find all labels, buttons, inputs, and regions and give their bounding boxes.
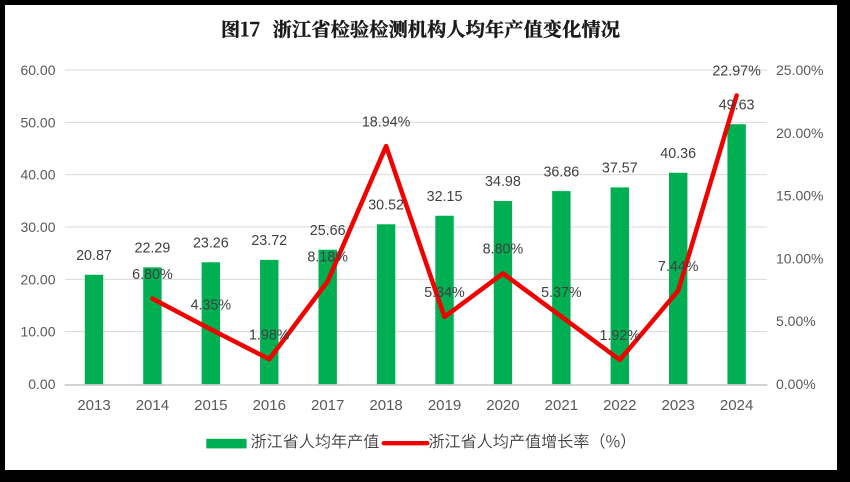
svg-text:2016: 2016 (253, 397, 286, 414)
svg-text:23.72: 23.72 (251, 233, 287, 249)
svg-text:2022: 2022 (603, 397, 636, 414)
svg-text:22.97%: 22.97% (712, 64, 761, 80)
svg-text:5.00%: 5.00% (776, 313, 816, 329)
svg-text:1.92%: 1.92% (600, 328, 641, 344)
svg-text:2024: 2024 (720, 397, 753, 414)
svg-text:20.87: 20.87 (76, 248, 112, 264)
svg-text:8.18%: 8.18% (307, 249, 348, 265)
svg-text:34.98: 34.98 (485, 174, 521, 190)
svg-text:23.26: 23.26 (193, 235, 229, 251)
svg-text:2023: 2023 (662, 397, 695, 414)
svg-text:36.86: 36.86 (543, 164, 579, 180)
svg-text:10.00%: 10.00% (776, 250, 823, 266)
svg-text:1.98%: 1.98% (249, 327, 290, 343)
svg-text:0.00: 0.00 (28, 376, 55, 392)
svg-text:2020: 2020 (486, 397, 519, 414)
svg-text:5.34%: 5.34% (424, 285, 465, 301)
svg-text:4.35%: 4.35% (191, 298, 232, 314)
svg-text:40.00: 40.00 (20, 167, 55, 183)
svg-text:0.00%: 0.00% (776, 376, 816, 392)
svg-text:7.44%: 7.44% (658, 259, 699, 275)
svg-text:20.00: 20.00 (20, 271, 55, 287)
svg-text:2019: 2019 (428, 397, 461, 414)
svg-text:20.00%: 20.00% (776, 125, 823, 141)
svg-text:6.80%: 6.80% (132, 267, 173, 283)
svg-text:40.36: 40.36 (660, 146, 696, 162)
svg-text:2013: 2013 (77, 397, 110, 414)
svg-text:25.00%: 25.00% (776, 62, 823, 78)
svg-text:10.00: 10.00 (20, 324, 55, 340)
svg-text:2014: 2014 (136, 397, 169, 414)
svg-text:30.52: 30.52 (368, 197, 404, 213)
svg-text:2018: 2018 (369, 397, 402, 414)
svg-text:8.80%: 8.80% (483, 242, 524, 258)
svg-text:32.15: 32.15 (427, 189, 463, 205)
svg-text:5.37%: 5.37% (541, 285, 582, 301)
svg-text:37.57: 37.57 (602, 161, 638, 177)
svg-text:22.29: 22.29 (135, 241, 171, 257)
svg-text:2017: 2017 (311, 397, 344, 414)
svg-text:2021: 2021 (545, 397, 578, 414)
svg-text:60.00: 60.00 (20, 62, 55, 78)
svg-text:18.94%: 18.94% (362, 114, 411, 130)
svg-text:15.00%: 15.00% (776, 188, 823, 204)
svg-text:49.63: 49.63 (719, 97, 755, 113)
svg-text:2015: 2015 (194, 397, 227, 414)
svg-text:50.00: 50.00 (20, 114, 55, 130)
svg-text:25.66: 25.66 (310, 223, 346, 239)
svg-text:30.00: 30.00 (20, 219, 55, 235)
